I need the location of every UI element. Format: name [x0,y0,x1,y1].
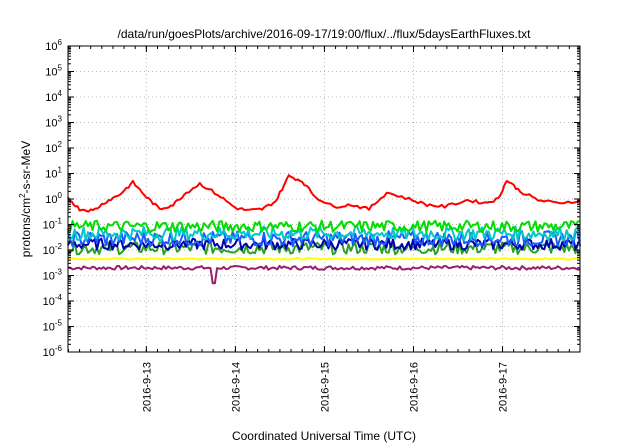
x-tick-label: 2016-9-13 [141,362,153,412]
x-tick-label: 2016-9-17 [498,362,510,412]
flux-series-line [67,264,581,285]
x-tick-label: 2016-9-14 [230,362,242,412]
y-tick-label: 10-2 [43,242,63,257]
y-tick-label: 100 [45,191,62,206]
y-tick-label: 105 [45,64,62,79]
flux-series-line [67,257,581,261]
y-axis-label: protons/cm2-s-sr-MeV [18,141,33,257]
x-tick-label: 2016-9-15 [319,362,331,412]
grid [68,46,580,352]
y-tick-label: 10-5 [43,319,63,334]
y-tick-label: 10-6 [43,344,63,359]
y-tick-label: 102 [45,140,62,155]
y-tick-label: 101 [45,166,62,181]
y-tick-label: 10-3 [43,268,63,283]
flux-series-line [67,240,581,256]
y-tick-label: 10-1 [43,217,63,232]
flux-series-line [67,230,581,248]
x-tick-label: 2016-9-16 [408,362,420,412]
y-tick-label: 10-4 [43,293,63,308]
flux-series-line [67,225,581,242]
flux-series-line [67,174,581,213]
series-layer [67,174,581,285]
x-axis-label: Coordinated Universal Time (UTC) [232,429,416,443]
y-axis-ticks: 10-6 10-5 10-4 10-3 10-2 10-1 100 101 102 103 104 1… [43,38,580,359]
flux-series-line [67,237,581,251]
chart-title: /data/run/goesPlots/archive/2016-09-17/1… [118,27,532,41]
y-tick-label: 106 [45,38,62,53]
y-tick-label: 103 [45,115,62,130]
flux-series-line [67,219,581,233]
y-tick-label: 104 [45,89,62,104]
x-axis-ticks: 2016-9-13 2016-9-14 2016-9-15 2016-9-16 2016… [67,46,570,412]
